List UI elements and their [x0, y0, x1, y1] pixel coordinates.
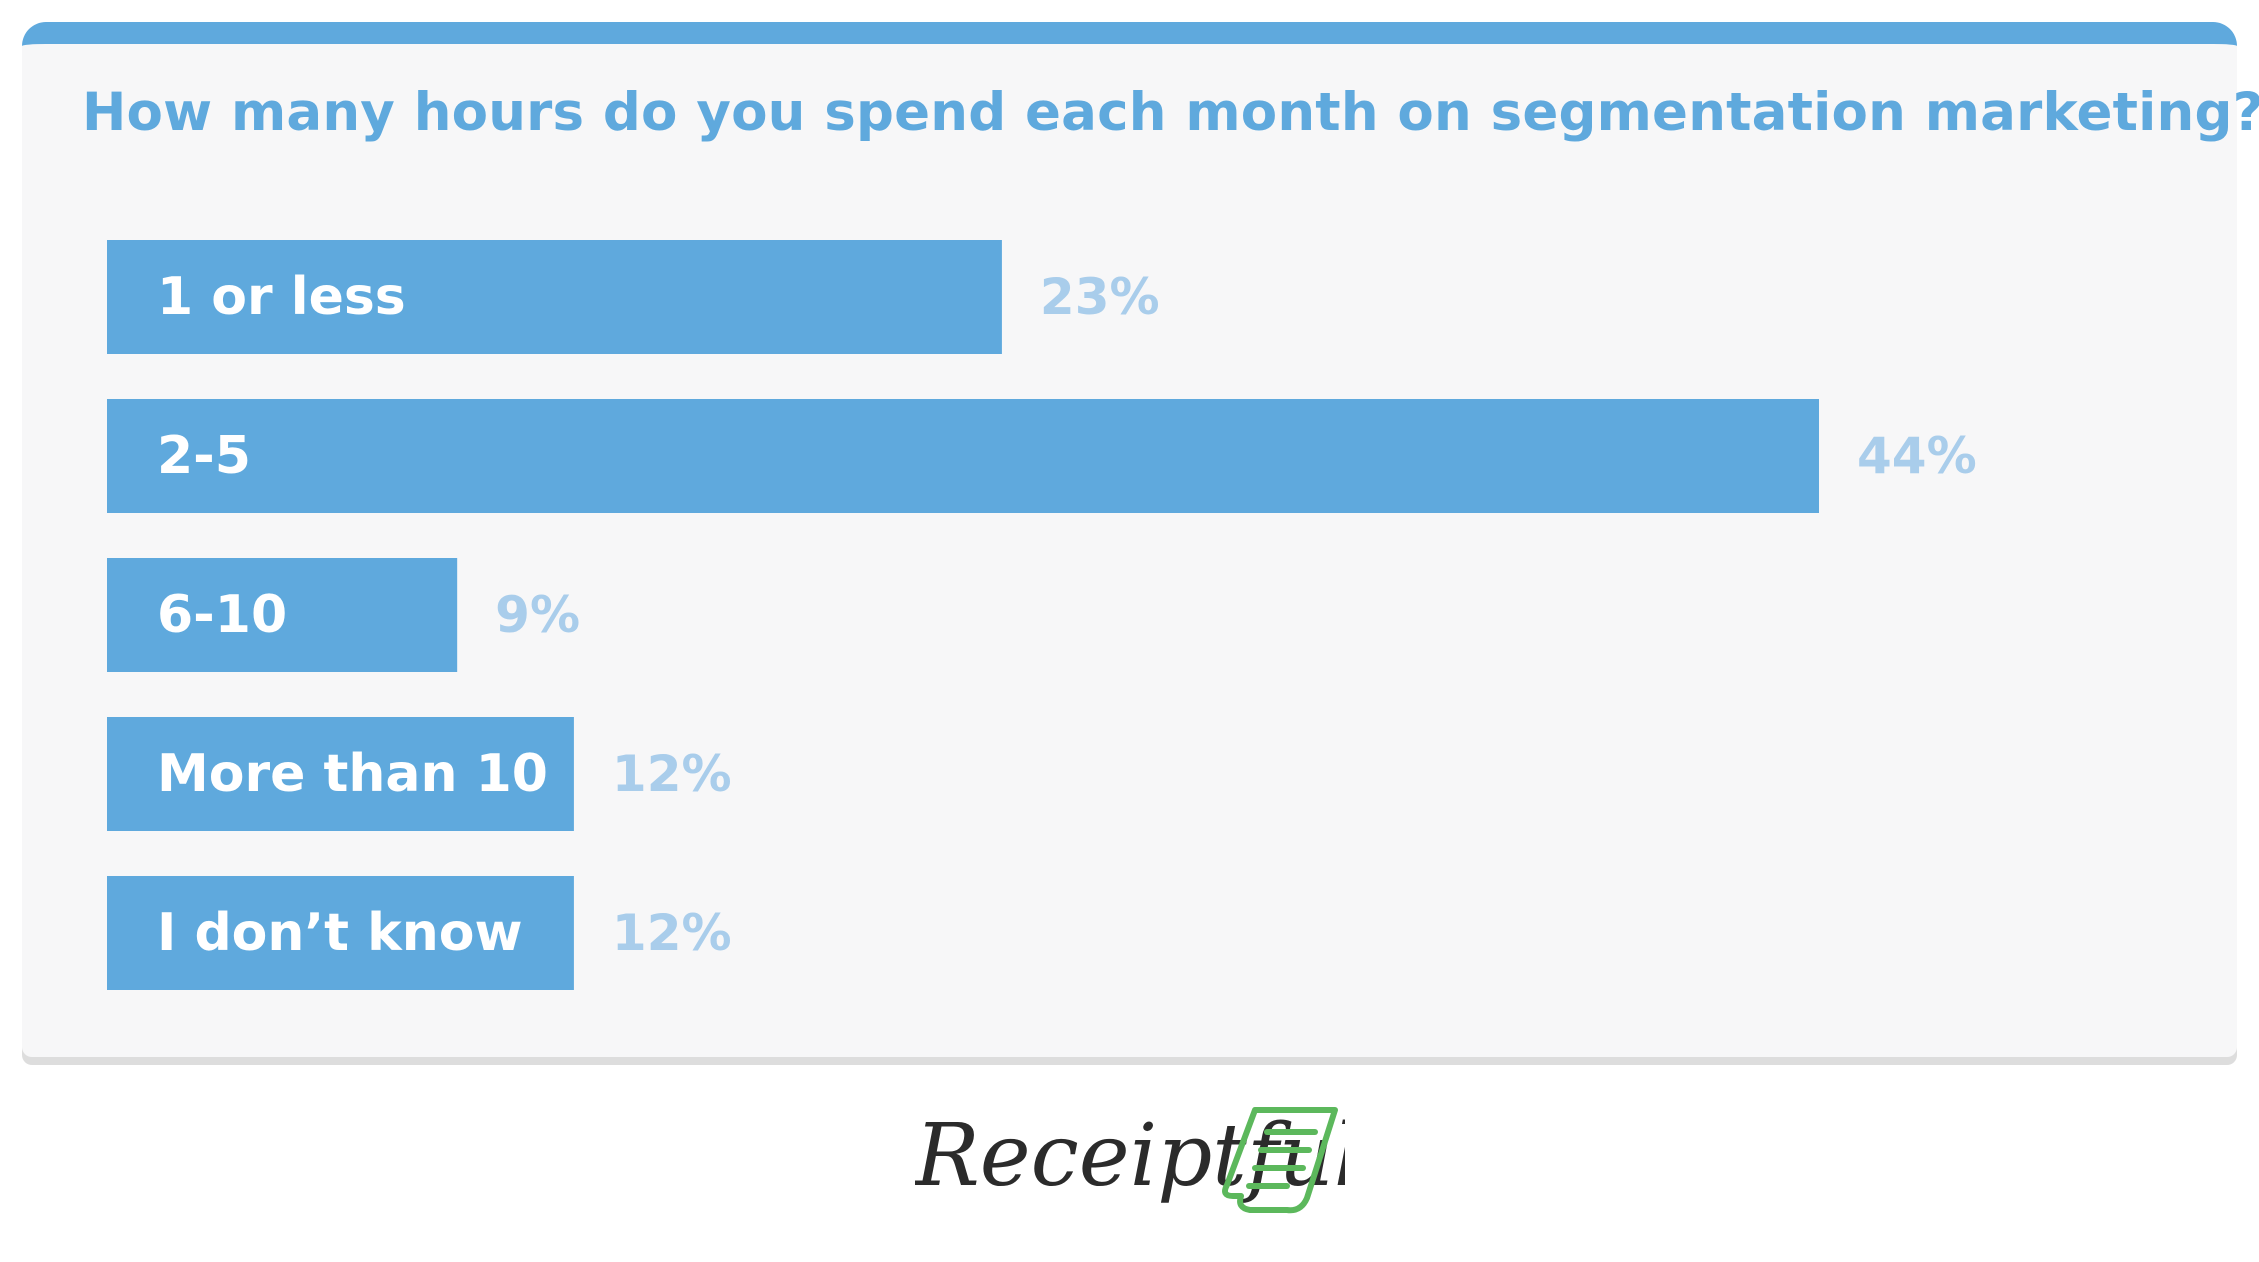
bar [107, 717, 574, 831]
bar-category-label: More than 10 [157, 744, 548, 804]
brand-logo: Receiptful [915, 1106, 1345, 1214]
receipt-icon [1222, 1107, 1338, 1214]
bar [107, 399, 1819, 513]
bar-category-label: 2-5 [157, 426, 251, 486]
bar [107, 558, 458, 672]
bar-value-label: 44% [1857, 427, 1977, 485]
bar-chart: 1 or less 23% 2-5 44% 6-10 9% More than 10 12% I… [107, 240, 1977, 990]
bar-value-label: 9% [495, 586, 580, 644]
bar-category-label: I don’t know [157, 903, 523, 963]
bar-value-label: 12% [612, 904, 732, 962]
bar [107, 876, 574, 990]
bar-category-label: 6-10 [157, 585, 287, 645]
bar-value-label: 12% [612, 745, 732, 803]
bar [107, 240, 1002, 354]
bar-category-label: 1 or less [157, 267, 406, 327]
brand-name: Receiptful [915, 1106, 1345, 1206]
bar-value-label: 23% [1040, 268, 1160, 326]
chart-title: How many hours do you spend each month o… [82, 82, 2259, 143]
